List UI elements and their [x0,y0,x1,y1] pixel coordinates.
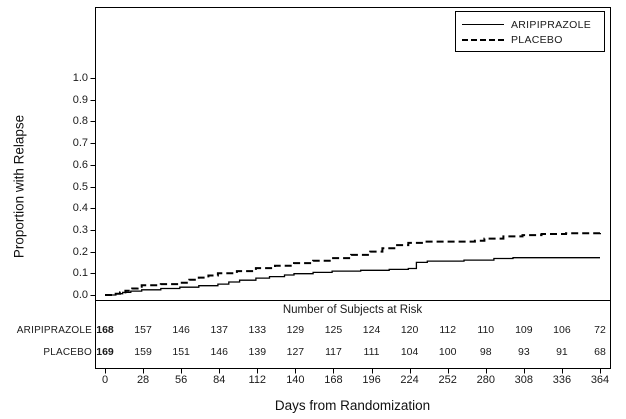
risk-count-aripiprazole: 133 [248,324,267,336]
risk-count-placebo: 68 [594,346,606,358]
risk-count-placebo: 146 [210,346,228,358]
placebo-curve [105,232,601,296]
x-tick-label: 364 [590,374,610,386]
risk-count-placebo: 98 [479,346,492,358]
x-tick-label: 168 [324,374,343,386]
risk-count-aripiprazole: 146 [172,324,190,336]
x-tick-label: 112 [248,374,267,386]
risk-count-placebo: 127 [286,346,305,358]
aripiprazole-curve [105,257,600,296]
x-tick-label: 336 [552,374,572,386]
risk-count-aripiprazole: 157 [134,324,152,336]
risk-count-aripiprazole: 168 [96,324,114,336]
risk-row-label-aripiprazole: ARIPIPRAZOLE [16,325,92,336]
risk-count-aripiprazole: 112 [439,324,457,336]
risk-count-placebo: 111 [363,346,380,358]
risk-count-placebo: 91 [556,346,568,358]
risk-count-placebo: 93 [518,346,530,358]
x-tick-label: 252 [438,374,457,386]
y-tick-label: 0.8 [72,115,88,128]
solid-line-sample [462,24,504,25]
risk-count-aripiprazole: 110 [477,324,495,336]
y-tick-label: 0.7 [72,137,88,150]
y-tick-label: 1.0 [72,72,88,84]
risk-count-placebo: 151 [172,346,190,358]
x-tick-label: 280 [476,374,495,386]
risk-row-label-placebo: PLACEBO [43,347,92,358]
y-tick-label: 0.1 [72,267,88,280]
y-axis-title: Proportion with Relapse [11,114,27,259]
legend-label-aripiprazole: ARIPIPRAZOLE [511,18,592,31]
y-tick-label: 0.6 [72,158,88,171]
risk-count-aripiprazole: 124 [362,324,381,336]
risk-count-placebo: 104 [400,346,419,358]
risk-count-aripiprazole: 72 [594,324,606,336]
legend: ARIPIPRAZOLE PLACEBO [455,11,605,52]
risk-count-aripiprazole: 125 [324,324,343,336]
dashed-line-sample [462,38,504,41]
risk-count-placebo: 100 [438,346,457,358]
x-axis-title: Days from Randomization [274,398,431,413]
x-tick-label: 224 [400,374,419,386]
legend-item-aripiprazole: ARIPIPRAZOLE [462,17,598,32]
y-tick-label: 0.0 [72,289,88,301]
risk-count-aripiprazole: 137 [210,324,228,336]
x-tick-label: 28 [136,374,150,386]
risk-count-placebo: 169 [96,346,114,358]
x-tick-label: 140 [286,374,305,386]
x-tick-label: 308 [514,374,534,386]
risk-count-placebo: 117 [325,346,342,358]
y-tick-label: 0.2 [72,245,88,258]
x-tick-label: 196 [362,374,381,386]
y-tick-label: 0.4 [72,202,88,215]
x-tick-label: 0 [101,374,109,386]
y-tick-label: 0.9 [72,93,88,106]
risk-count-aripiprazole: 106 [553,324,571,336]
y-tick-label: 0.5 [72,180,88,193]
legend-item-placebo: PLACEBO [462,32,598,47]
risk-table-title: Number of Subjects at Risk [282,304,423,316]
risk-count-aripiprazole: 120 [400,324,419,336]
y-tick-label: 0.3 [72,223,88,236]
x-tick-label: 56 [175,374,188,386]
risk-count-placebo: 139 [248,346,267,358]
risk-count-placebo: 159 [134,346,152,358]
risk-count-aripiprazole: 129 [286,324,305,336]
legend-label-placebo: PLACEBO [511,33,563,46]
risk-count-aripiprazole: 109 [515,324,533,336]
x-tick-label: 84 [213,374,226,386]
